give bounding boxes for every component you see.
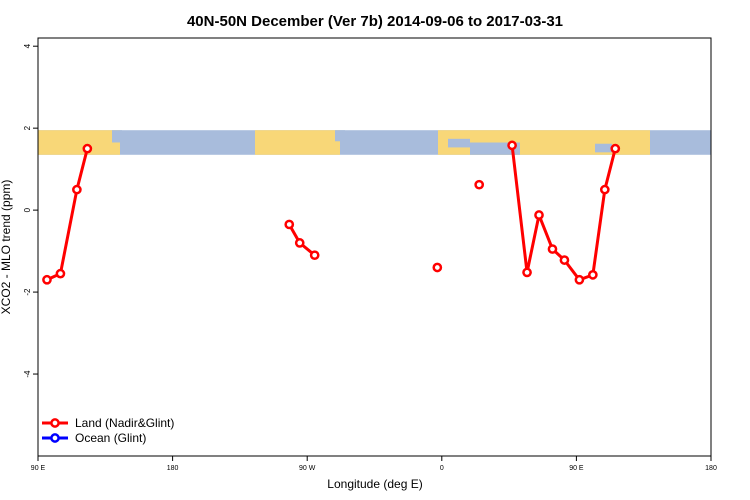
x-axis-label: Longitude (deg E) bbox=[327, 477, 422, 491]
y-axis: 4 2 0 -2 -4 bbox=[23, 43, 38, 378]
data-point bbox=[284, 219, 295, 230]
chart-title: 40N-50N December (Ver 7b) 2014-09-06 to … bbox=[187, 13, 563, 30]
data-point bbox=[72, 184, 82, 195]
legend-label: Ocean (Glint) bbox=[75, 431, 146, 445]
series-lines bbox=[42, 140, 621, 285]
y-tick-label: -4 bbox=[23, 370, 32, 378]
x-tick-label: 0 bbox=[440, 465, 444, 472]
data-point bbox=[474, 179, 485, 190]
data-point bbox=[610, 143, 621, 154]
data-point bbox=[559, 255, 570, 265]
legend-swatch-marker bbox=[50, 433, 60, 443]
x-tick-label: 90 E bbox=[31, 465, 46, 472]
y-tick-label: -2 bbox=[23, 288, 32, 296]
data-point bbox=[432, 262, 443, 273]
y-tick-label: 0 bbox=[23, 207, 32, 212]
data-point bbox=[599, 184, 610, 195]
series-line bbox=[46, 148, 89, 282]
data-point bbox=[522, 267, 532, 278]
map-band-ocean-inlet bbox=[448, 138, 470, 148]
y-tick-label: 2 bbox=[23, 125, 32, 130]
map-band-land bbox=[38, 130, 120, 155]
data-point bbox=[82, 143, 93, 154]
data-point bbox=[294, 238, 305, 248]
map-band-ocean-inlet bbox=[335, 130, 345, 142]
data-point bbox=[534, 210, 544, 220]
x-tick-label: 180 bbox=[705, 465, 717, 472]
y-tick-label: 4 bbox=[23, 43, 32, 48]
data-point bbox=[588, 270, 598, 280]
legend: Land (Nadir&Glint)Ocean (Glint) bbox=[42, 416, 174, 445]
data-point bbox=[309, 250, 320, 261]
x-tick-label: 90 W bbox=[299, 465, 316, 472]
data-point bbox=[55, 268, 66, 279]
data-point bbox=[574, 274, 585, 285]
y-axis-label: XCO2 - MLO trend (ppm) bbox=[0, 180, 13, 315]
map-band-land bbox=[255, 130, 340, 155]
x-tick-label: 180 bbox=[167, 465, 179, 472]
plot-frame bbox=[37, 37, 712, 457]
data-point bbox=[507, 140, 517, 151]
x-tick-label: 90 E bbox=[569, 465, 584, 472]
data-point bbox=[547, 244, 558, 254]
map-band-ocean-inlet bbox=[112, 130, 122, 143]
map-band-ocean-inlet bbox=[595, 143, 612, 153]
legend-label: Land (Nadir&Glint) bbox=[75, 416, 174, 430]
legend-swatch-marker bbox=[50, 418, 60, 428]
data-point bbox=[42, 274, 52, 285]
x-axis: 90 E 180 90 W 0 90 E 180 bbox=[31, 456, 717, 472]
map-band bbox=[38, 130, 711, 155]
